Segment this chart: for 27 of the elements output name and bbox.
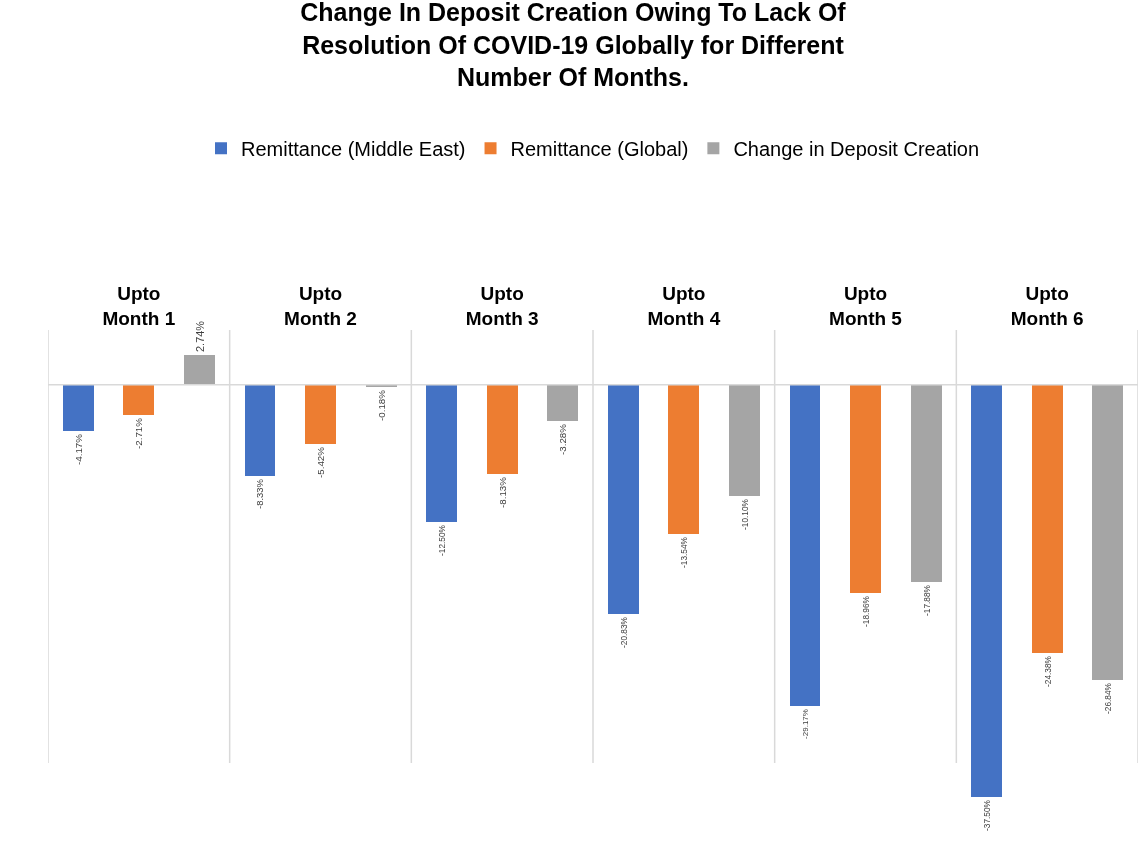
data-label: -3.28%: [557, 423, 569, 455]
data-label: -4.17%: [73, 433, 85, 465]
legend-label: Remittance (Global): [510, 137, 689, 160]
data-label: 2.74%: [193, 320, 206, 352]
data-label: -0.18%: [376, 389, 388, 421]
data-label: -18.96%: [860, 595, 871, 627]
x-tick-label: Upto Month 3: [465, 283, 539, 330]
legend-label: Change in Deposit Creation: [733, 137, 980, 160]
x-tick-label: Upto Month 1: [102, 283, 176, 330]
data-label: -8.13%: [497, 476, 509, 508]
data-label: -24.38%: [1042, 655, 1053, 687]
data-label: -2.71%: [133, 417, 145, 449]
data-label: -12.50%: [436, 524, 447, 556]
chart-title: Change In Deposit Creation Owing To Lack Of Resolution Of COVID-19 Globally for Different Number Of Months.: [300, 0, 847, 92]
x-tick-label: Upto Month 4: [647, 283, 721, 330]
data-label: -20.83%: [618, 616, 629, 648]
x-tick-label: Upto Month 5: [829, 283, 903, 330]
x-tick-label: Upto Month 6: [1010, 283, 1084, 330]
data-label: -10.10%: [739, 498, 750, 530]
data-label: -5.42%: [315, 446, 327, 478]
data-label: -37.50%: [981, 799, 992, 831]
data-label: -8.33%: [254, 478, 266, 509]
data-label: -26.84%: [1102, 682, 1113, 714]
x-tick-label: Upto Month 2: [284, 283, 357, 330]
data-label: -13.54%: [678, 536, 689, 568]
legend-label: Remittance (Middle East): [241, 137, 466, 160]
data-label: -17.88%: [921, 584, 932, 616]
